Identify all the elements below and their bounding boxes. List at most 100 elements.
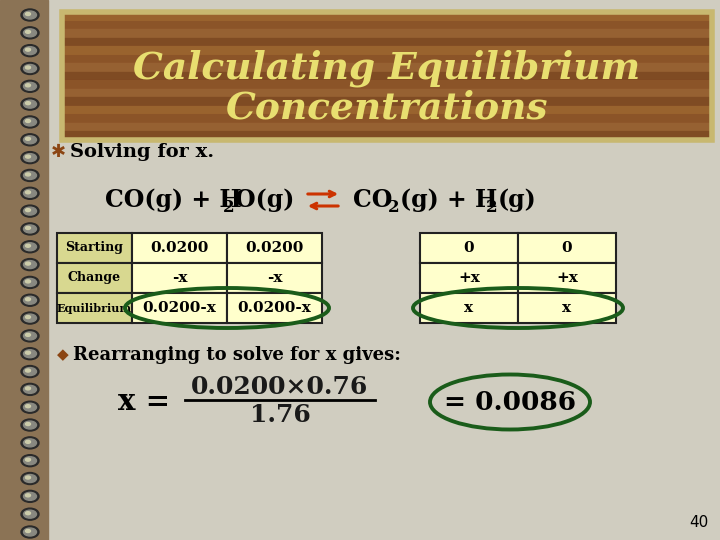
Bar bbox=[62, 79, 712, 89]
Text: x: x bbox=[562, 301, 572, 315]
Bar bbox=[62, 105, 712, 114]
Ellipse shape bbox=[21, 45, 39, 57]
Ellipse shape bbox=[21, 116, 39, 128]
Text: 2: 2 bbox=[388, 199, 400, 215]
Text: Change: Change bbox=[68, 272, 121, 285]
Bar bbox=[132, 233, 227, 263]
Ellipse shape bbox=[24, 82, 37, 90]
Text: ◆: ◆ bbox=[57, 348, 69, 362]
Ellipse shape bbox=[24, 100, 37, 108]
Ellipse shape bbox=[21, 472, 39, 484]
Ellipse shape bbox=[25, 315, 30, 319]
Text: CO(g) + H: CO(g) + H bbox=[105, 188, 242, 212]
Bar bbox=[57, 263, 132, 293]
Ellipse shape bbox=[21, 401, 39, 413]
Bar bbox=[62, 88, 712, 97]
Ellipse shape bbox=[25, 191, 30, 194]
Bar bbox=[62, 96, 712, 106]
Text: 0.0200: 0.0200 bbox=[246, 241, 304, 255]
Ellipse shape bbox=[24, 386, 37, 393]
Ellipse shape bbox=[25, 422, 30, 426]
Text: Equilibrium: Equilibrium bbox=[57, 302, 132, 314]
Ellipse shape bbox=[25, 208, 30, 212]
Ellipse shape bbox=[24, 190, 37, 197]
Ellipse shape bbox=[21, 170, 39, 181]
Ellipse shape bbox=[25, 333, 30, 336]
Bar bbox=[57, 233, 132, 263]
Ellipse shape bbox=[21, 259, 39, 271]
Ellipse shape bbox=[24, 11, 37, 19]
Ellipse shape bbox=[21, 508, 39, 520]
Text: 1.76: 1.76 bbox=[250, 403, 310, 427]
Text: 0.0200-x: 0.0200-x bbox=[143, 301, 217, 315]
Ellipse shape bbox=[25, 137, 30, 140]
Bar bbox=[62, 12, 712, 140]
Ellipse shape bbox=[25, 226, 30, 230]
Ellipse shape bbox=[25, 280, 30, 283]
Bar bbox=[518, 293, 616, 323]
Text: 0.0200: 0.0200 bbox=[150, 241, 209, 255]
Ellipse shape bbox=[25, 476, 30, 479]
Bar bbox=[62, 71, 712, 80]
Text: +x: +x bbox=[458, 271, 480, 285]
Ellipse shape bbox=[24, 421, 37, 429]
Text: 40: 40 bbox=[689, 515, 708, 530]
Bar bbox=[62, 19, 712, 29]
Ellipse shape bbox=[24, 457, 37, 465]
Bar bbox=[227, 293, 322, 323]
Ellipse shape bbox=[24, 368, 37, 375]
Ellipse shape bbox=[24, 403, 37, 411]
Text: x =: x = bbox=[118, 388, 170, 416]
Ellipse shape bbox=[25, 66, 30, 69]
Bar bbox=[420, 293, 518, 323]
Ellipse shape bbox=[21, 312, 39, 324]
Ellipse shape bbox=[21, 241, 39, 253]
Ellipse shape bbox=[24, 350, 37, 357]
Bar bbox=[132, 263, 227, 293]
Bar bbox=[62, 53, 712, 63]
Text: 0: 0 bbox=[464, 241, 474, 255]
Bar bbox=[132, 293, 227, 323]
Text: Concentrations: Concentrations bbox=[226, 90, 548, 126]
Ellipse shape bbox=[25, 530, 30, 532]
Ellipse shape bbox=[25, 30, 30, 33]
Text: (g) + H: (g) + H bbox=[400, 188, 498, 212]
Ellipse shape bbox=[21, 490, 39, 502]
Text: 0.0200×0.76: 0.0200×0.76 bbox=[192, 375, 369, 399]
Ellipse shape bbox=[24, 46, 37, 55]
Ellipse shape bbox=[25, 458, 30, 461]
Ellipse shape bbox=[25, 119, 30, 123]
Bar bbox=[62, 131, 712, 140]
Ellipse shape bbox=[24, 243, 37, 251]
Ellipse shape bbox=[21, 205, 39, 217]
Ellipse shape bbox=[25, 369, 30, 372]
Ellipse shape bbox=[21, 526, 39, 538]
Bar bbox=[62, 122, 712, 131]
Ellipse shape bbox=[24, 153, 37, 161]
Ellipse shape bbox=[24, 296, 37, 304]
Text: Rearranging to solve for x gives:: Rearranging to solve for x gives: bbox=[73, 346, 401, 364]
Ellipse shape bbox=[21, 134, 39, 146]
Ellipse shape bbox=[21, 9, 39, 21]
Bar bbox=[62, 62, 712, 72]
Bar bbox=[57, 293, 132, 323]
Ellipse shape bbox=[25, 404, 30, 408]
Text: Calculating Equilibrium: Calculating Equilibrium bbox=[133, 49, 641, 87]
Ellipse shape bbox=[24, 171, 37, 179]
Text: 0: 0 bbox=[562, 241, 572, 255]
Bar bbox=[420, 233, 518, 263]
Text: -x: -x bbox=[172, 271, 187, 285]
Ellipse shape bbox=[24, 314, 37, 322]
Ellipse shape bbox=[25, 173, 30, 176]
Text: 0.0200-x: 0.0200-x bbox=[238, 301, 312, 315]
Bar bbox=[518, 263, 616, 293]
Ellipse shape bbox=[21, 187, 39, 199]
Bar bbox=[420, 263, 518, 293]
Ellipse shape bbox=[21, 98, 39, 110]
Ellipse shape bbox=[21, 276, 39, 288]
Text: ✱: ✱ bbox=[50, 143, 66, 161]
Ellipse shape bbox=[21, 294, 39, 306]
Bar bbox=[518, 233, 616, 263]
Ellipse shape bbox=[25, 262, 30, 265]
Ellipse shape bbox=[21, 366, 39, 377]
